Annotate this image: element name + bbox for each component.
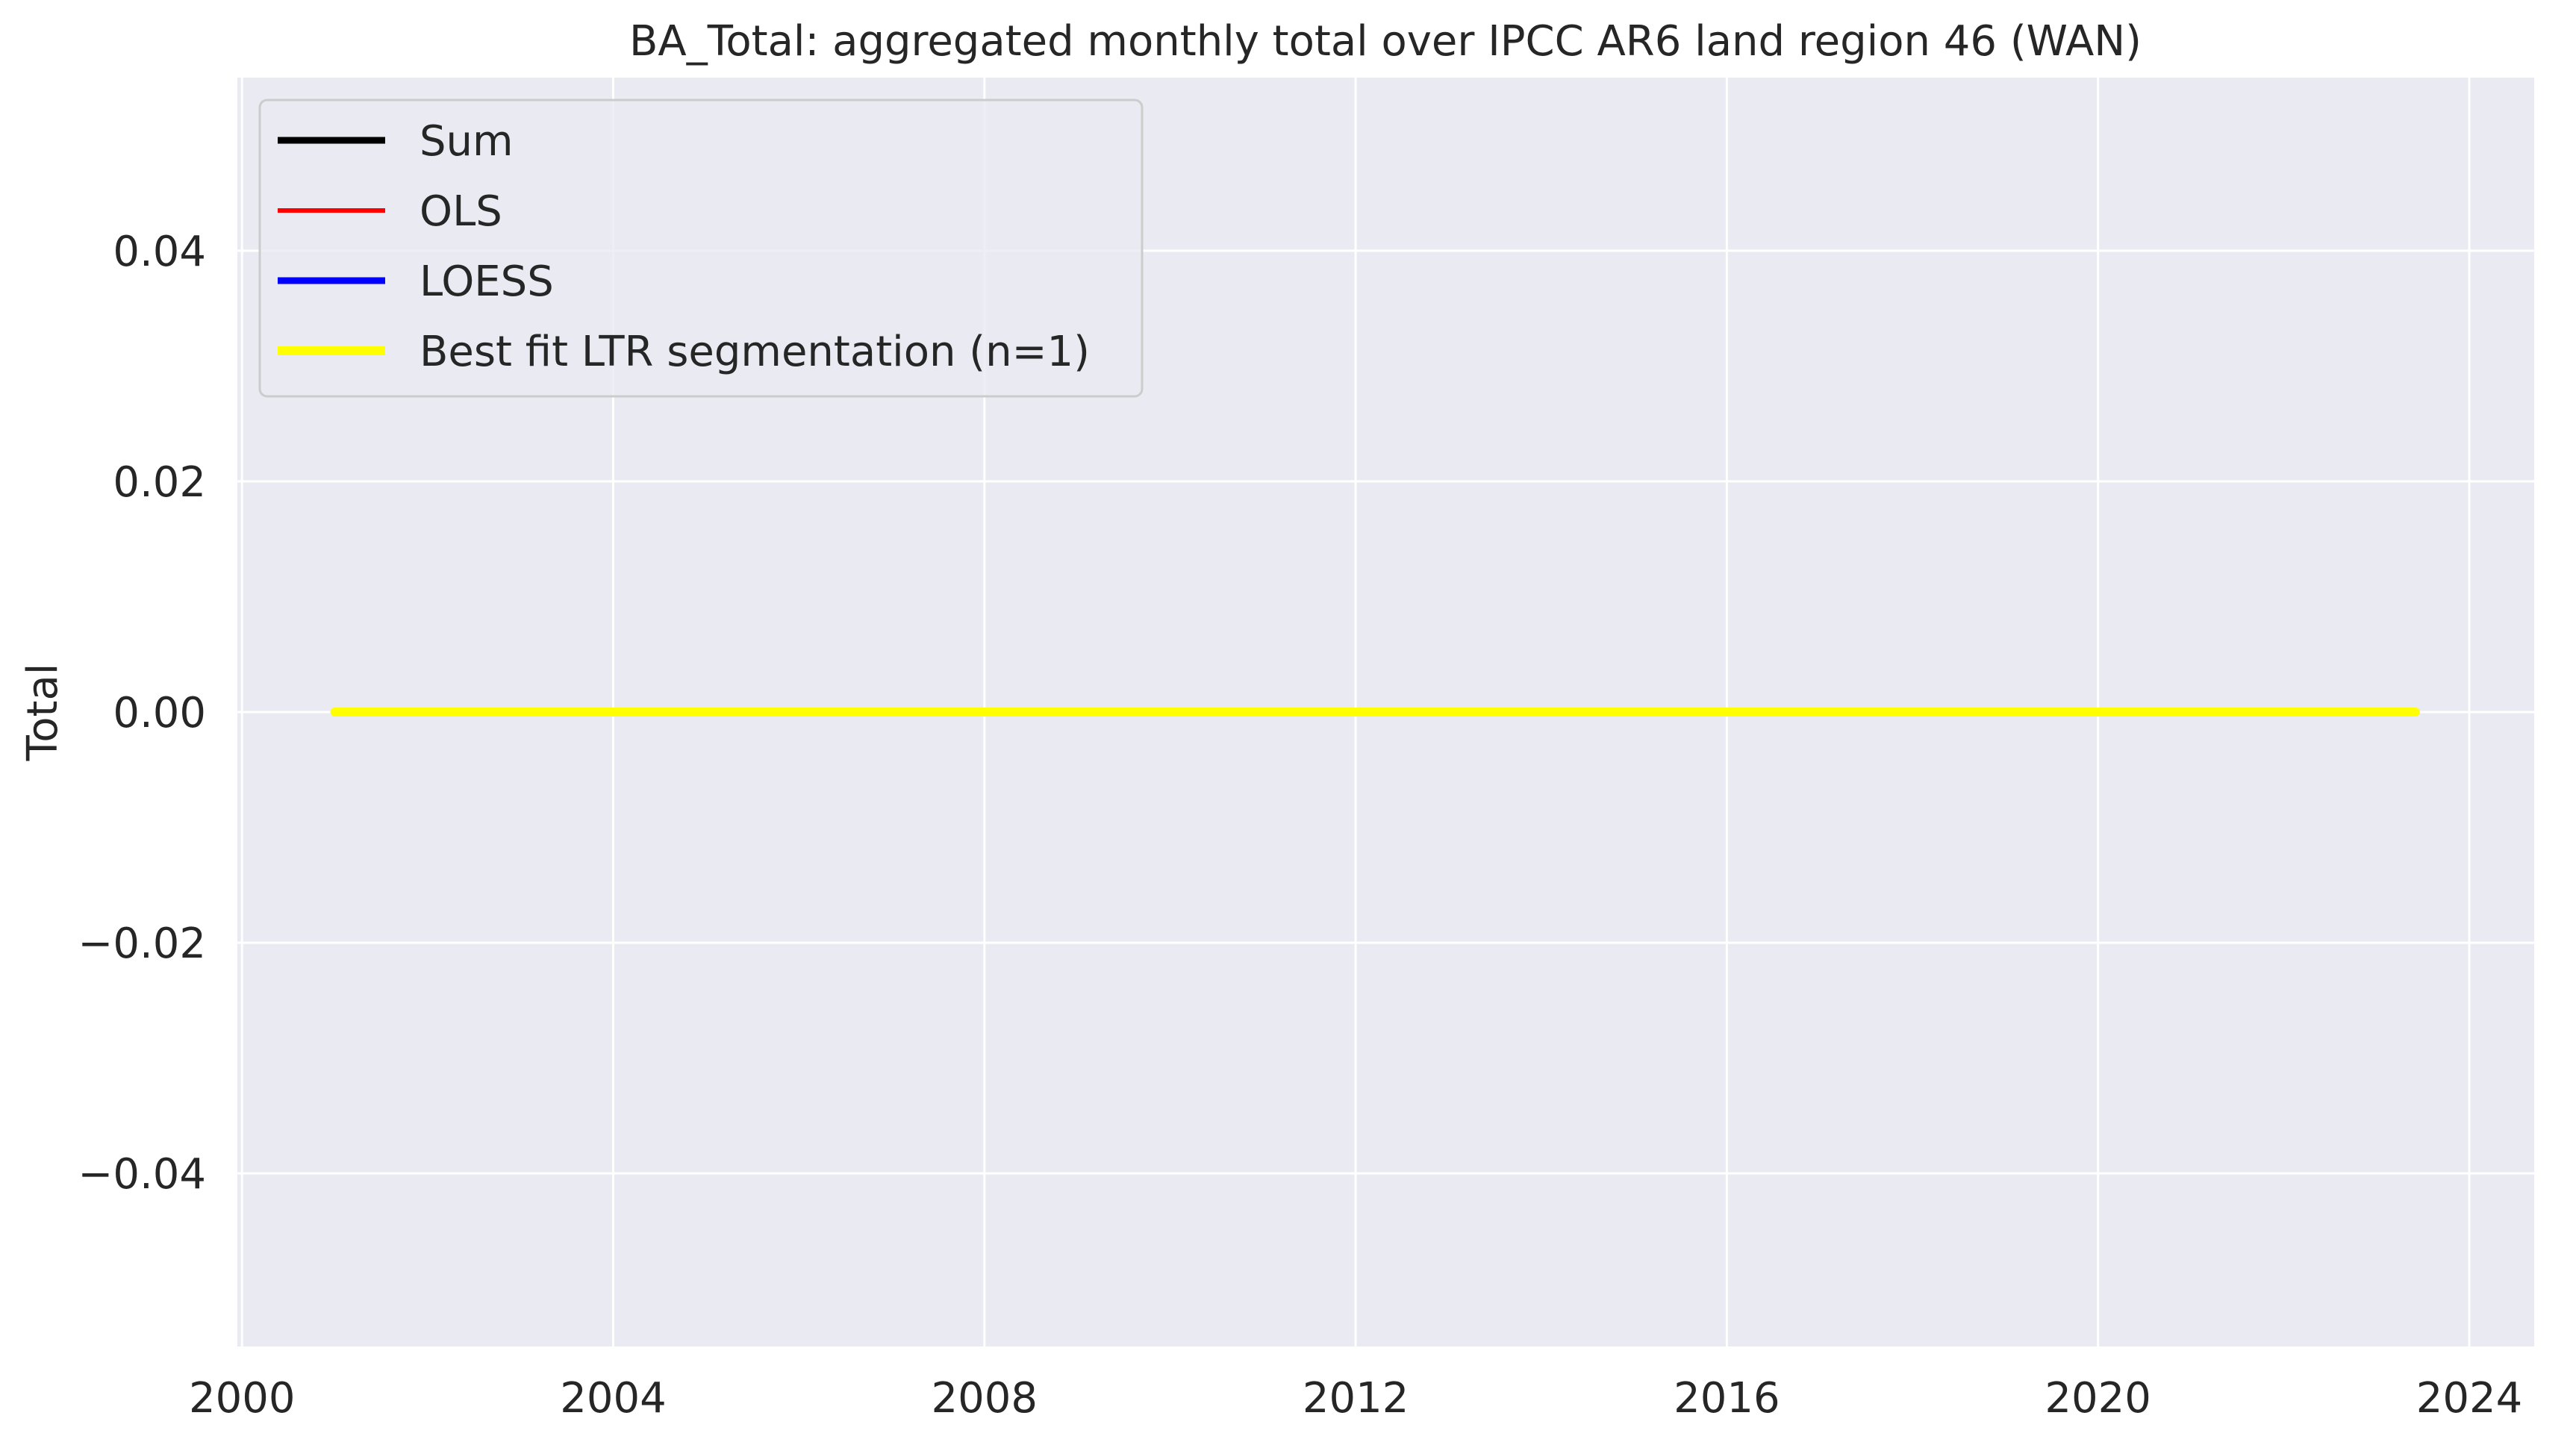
grid	[237, 78, 2534, 1346]
y-tick-label: 0.04	[113, 228, 206, 276]
legend-frame	[258, 99, 1144, 398]
legend-label: LOESS	[420, 258, 554, 306]
x-tick-label: 2016	[1674, 1374, 1780, 1423]
y-axis-label: Total	[19, 664, 67, 762]
x-tick-label: 2004	[560, 1374, 667, 1423]
x-tick-labels: 2000 2004 2008 2012 2016 2020 2024	[189, 1374, 2522, 1423]
x-tick-label: 2000	[189, 1374, 296, 1423]
y-tick-label: −0.02	[78, 920, 206, 968]
legend-label: Sum	[420, 117, 514, 166]
legend: Sum OLS LOESS Best fit LTR segmentation (n=…	[258, 99, 1144, 398]
x-tick-label: 2008	[932, 1374, 1038, 1423]
y-tick-label: −0.04	[78, 1150, 206, 1199]
chart-title: BA_Total: aggregated monthly total over …	[629, 17, 2142, 66]
x-tick-label: 2020	[2045, 1374, 2151, 1423]
legend-entries: Sum OLS LOESS Best fit LTR segmentation (n=…	[278, 117, 1090, 376]
y-tick-labels: −0.04 −0.02 0.00 0.02 0.04	[78, 228, 206, 1199]
y-tick-label: 0.02	[113, 458, 206, 507]
x-tick-label: 2012	[1303, 1374, 1409, 1423]
x-tick-label: 2024	[2416, 1374, 2523, 1423]
legend-label: OLS	[420, 187, 502, 236]
y-tick-label: 0.00	[113, 689, 206, 737]
legend-label: Best fit LTR segmentation (n=1)	[420, 328, 1090, 376]
